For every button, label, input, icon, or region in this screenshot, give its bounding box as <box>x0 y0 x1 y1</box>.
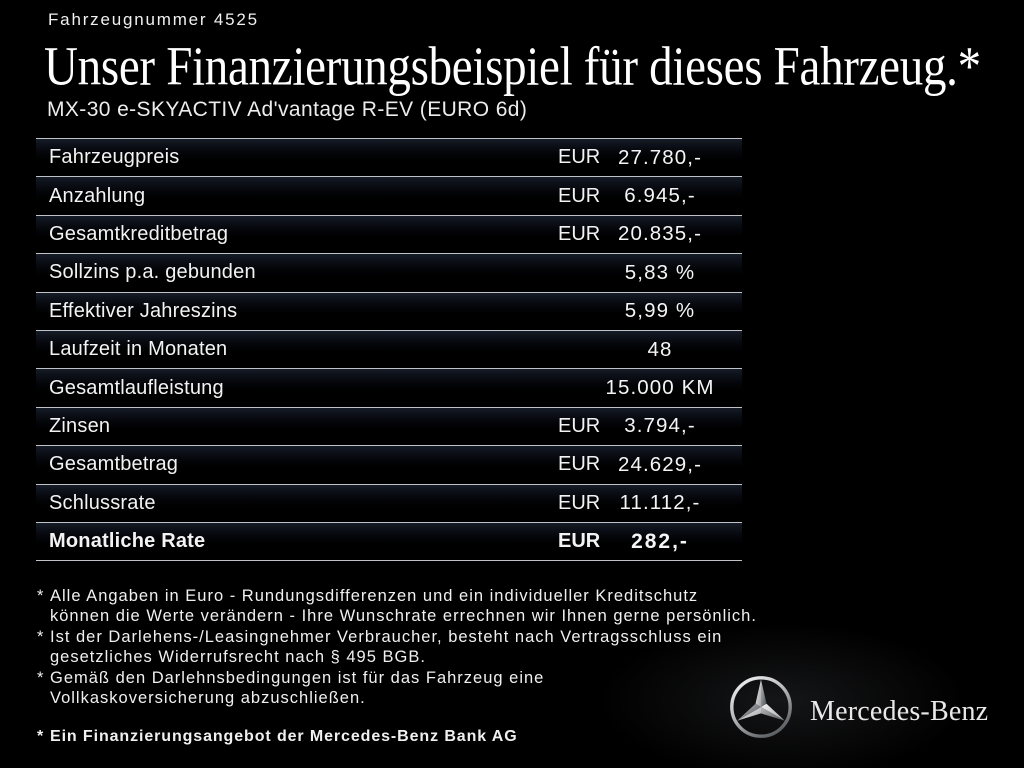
footnote-line: Ist der Darlehens-/Leasingnehmer Verbrau… <box>50 627 723 646</box>
footnote-line: gesetzliches Widerrufsrecht nach § 495 B… <box>50 648 426 667</box>
row-currency: EUR <box>558 146 601 169</box>
footnote: * Ist der Darlehens-/Leasingnehmer Verbr… <box>37 627 797 668</box>
row-currency: EUR <box>558 414 601 437</box>
row-value: 5,99 % <box>624 299 696 323</box>
footnote-line: können die Werte verändern - Ihre Wunsch… <box>50 607 757 626</box>
table-row-gesamtkreditbetrag: Gesamtkreditbetrag EUR 20.835,- <box>36 214 742 254</box>
footnote-marker: * <box>37 728 45 746</box>
row-value: 48 <box>647 337 673 361</box>
row-label: Effektiver Jahreszins <box>49 299 238 322</box>
table-row-schlussrate: Schlussrate EUR 11.112,- <box>36 483 742 522</box>
row-value: 6.945,- <box>624 184 696 208</box>
row-label: Monatliche Rate <box>49 530 206 553</box>
row-value: 282,- <box>631 529 689 553</box>
row-currency: EUR <box>558 222 601 245</box>
row-value: 15.000 KM <box>605 376 715 400</box>
row-value: 11.112,- <box>619 491 701 515</box>
table-row-gesamtlaufleistung: Gesamtlaufleistung 15.000 KM <box>36 368 742 407</box>
footnote-marker: * <box>37 587 45 605</box>
table-row-effektiver-jahreszins: Effektiver Jahreszins 5,99 % <box>36 291 742 330</box>
row-value: 24.629,- <box>617 452 703 476</box>
footnote-line: Alle Angaben in Euro - Rundungsdifferenz… <box>50 587 699 605</box>
row-currency: EUR <box>558 453 601 476</box>
footnote: * Alle Angaben in Euro - Rundungsdiffere… <box>37 586 797 627</box>
financing-table: Fahrzeugpreis EUR 27.780,- Anzahlung EUR… <box>36 138 742 562</box>
table-row-fahrzeugpreis: Fahrzeugpreis EUR 27.780,- <box>36 138 742 177</box>
row-value: 5,83 % <box>624 260 696 284</box>
row-currency: EUR <box>558 184 601 207</box>
brand-name: Mercedes-Benz <box>810 696 989 727</box>
row-currency: EUR <box>558 491 601 514</box>
row-label: Fahrzeugpreis <box>49 146 180 169</box>
footnote-marker: * <box>37 627 45 646</box>
table-row-sollzins: Sollzins p.a. gebunden 5,83 % <box>36 253 742 292</box>
vehicle-number: Fahrzeugnummer 4525 <box>48 10 259 29</box>
footnotes: * Alle Angaben in Euro - Rundungsdiffere… <box>37 586 797 748</box>
row-label: Gesamtbetrag <box>49 453 179 476</box>
table-row-zinsen: Zinsen EUR 3.794,- <box>36 406 742 446</box>
table-row-gesamtbetrag: Gesamtbetrag EUR 24.629,- <box>36 445 742 484</box>
row-label: Schlussrate <box>49 491 156 514</box>
footnote-line: Vollkaskoversicherung abzuschließen. <box>50 689 366 708</box>
vehicle-model-subtitle: MX-30 e-SKYACTIV Ad'vantage R-EV (EURO 6… <box>47 98 528 121</box>
row-label: Sollzins p.a. gebunden <box>49 261 256 284</box>
footnote-bank-offer: * Ein Finanzierungsangebot der Mercedes-… <box>37 727 797 747</box>
page-title: Unser Finanzierungsbeispiel für dieses F… <box>44 36 981 98</box>
row-value: 20.835,- <box>617 222 703 246</box>
footnote-line: Ein Finanzierungsangebot der Mercedes-Be… <box>50 728 518 746</box>
row-label: Gesamtlaufleistung <box>49 376 224 399</box>
row-value: 27.780,- <box>617 145 703 169</box>
table-row-laufzeit: Laufzeit in Monaten 48 <box>36 329 742 369</box>
row-label: Gesamtkreditbetrag <box>49 222 229 245</box>
table-row-monatliche-rate: Monatliche Rate EUR 282,- <box>36 521 742 561</box>
row-label: Laufzeit in Monaten <box>49 338 228 361</box>
footnote-line: Gemäß den Darlehnsbedingungen ist für da… <box>50 668 545 687</box>
footnote-marker: * <box>37 668 45 687</box>
row-label: Anzahlung <box>49 184 146 207</box>
row-currency: EUR <box>558 530 601 553</box>
footnote: * Gemäß den Darlehnsbedingungen ist für … <box>37 668 797 709</box>
mercedes-star-icon <box>730 676 792 738</box>
row-label: Zinsen <box>49 414 111 437</box>
row-value: 3.794,- <box>624 414 696 438</box>
table-row-anzahlung: Anzahlung EUR 6.945,- <box>36 176 742 215</box>
